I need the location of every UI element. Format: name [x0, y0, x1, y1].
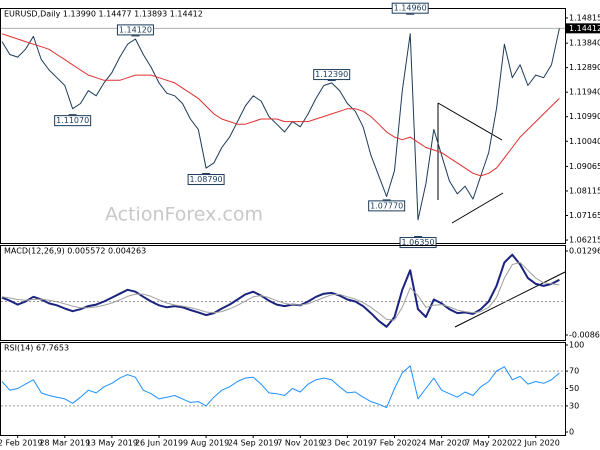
annotation-box [313, 69, 351, 81]
triangle-lower [451, 192, 504, 224]
watermark: ActionForex.com [105, 204, 263, 226]
y-tick-label: 30 [569, 401, 579, 410]
x-tick-label: 13 May 2019 [86, 439, 138, 448]
x-tick-label: 7 Nov 2019 [277, 439, 323, 448]
y-tick-label: 1.14815 [569, 13, 600, 22]
x-tick-label: 7 Feb 2020 [372, 439, 417, 448]
y-tick-label: 1.11940 [569, 88, 600, 97]
panel-frame [0, 245, 566, 341]
panel-title: RSI(14) 67.7653 [4, 344, 69, 353]
series-line [1, 253, 560, 328]
y-tick-label: -0.008616 [569, 331, 600, 340]
x-tick-label: 24 Sep 2019 [228, 439, 279, 448]
annotation-label: 1.06350 [402, 238, 435, 247]
y-tick-label: 50 [569, 384, 579, 393]
y-tick-label: 1.09065 [569, 162, 600, 171]
panel-frame [0, 8, 566, 244]
series-line [1, 262, 560, 321]
x-tick-label: 9 Aug 2019 [183, 439, 229, 448]
y-tick-label: 0 [569, 428, 574, 437]
y-tick-label: 1.10990 [569, 112, 600, 121]
y-tick-label: 70 [569, 367, 579, 376]
x-tick-label: 23 Dec 2019 [322, 439, 373, 448]
annotation-label: 1.08790 [190, 175, 223, 184]
panel-title: MACD(12,26,9) 0.005572 0.004263 [4, 247, 146, 256]
x-tick-label: 28 Mar 2019 [39, 439, 90, 448]
y-tick-label: 1.06215 [569, 236, 600, 245]
annotation-label: 1.14960 [394, 4, 427, 13]
annotation-label: 1.07770 [370, 201, 403, 210]
y-tick-label: 1.12890 [569, 63, 600, 72]
annotation-label: 1.12390 [315, 70, 348, 79]
x-tick-label: 22 Jun 2020 [512, 439, 560, 448]
annotation-label: 1.14120 [119, 25, 152, 34]
last-price-box [566, 23, 600, 34]
x-tick-label: 26 Jun 2019 [135, 439, 183, 448]
annotation-box [368, 200, 406, 212]
annotation-box [187, 174, 225, 186]
y-tick-label: 1.07165 [569, 211, 600, 220]
macd-trendline [454, 271, 566, 328]
annotation-box [116, 24, 154, 36]
annotation-box [399, 237, 437, 249]
series-line [1, 28, 560, 221]
y-tick-label: 100 [569, 341, 584, 350]
y-tick-label: 0.012967 [569, 246, 600, 255]
series-line [1, 33, 560, 177]
triangle-upper [437, 102, 503, 141]
title-bg [2, 246, 192, 256]
annotation-label: 1.11070 [56, 116, 89, 125]
y-tick-label: 1.13840 [569, 39, 600, 48]
annotation-box [54, 115, 92, 127]
series-line [1, 365, 560, 409]
panel-title: EURUSD,Daily 1.13990 1.14477 1.13893 1.1… [4, 10, 203, 19]
title-bg [2, 9, 276, 19]
annotation-box [391, 2, 429, 14]
x-tick-label: 24 Mar 2020 [416, 439, 467, 448]
x-tick-label: 12 Feb 2019 [0, 439, 43, 448]
last-price-label: 1.14412 [569, 24, 600, 33]
y-tick-label: 1.08115 [569, 186, 600, 195]
x-tick-label: 7 May 2020 [465, 439, 512, 448]
y-tick-label: 1.10040 [569, 137, 600, 146]
title-bg [2, 343, 96, 353]
